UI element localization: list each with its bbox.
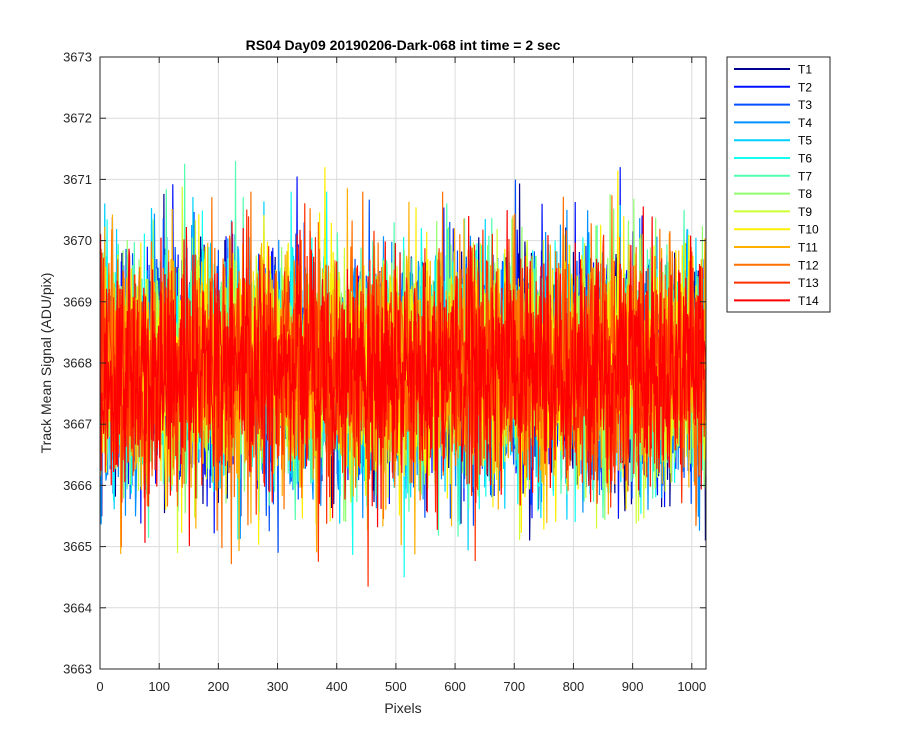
- legend-box: [726, 56, 831, 313]
- y-tick-label: 3670: [63, 233, 92, 248]
- legend-label: T13: [798, 276, 819, 290]
- x-tick-label: 400: [326, 679, 348, 694]
- legend-item-t14: T14: [734, 294, 819, 308]
- legend-label: T12: [798, 258, 819, 272]
- legend-label: T9: [798, 205, 812, 219]
- chart-title: RS04 Day09 20190206-Dark-068 int time = …: [246, 37, 561, 53]
- legend-item-t4: T4: [734, 116, 812, 130]
- y-tick-label: 3667: [63, 417, 92, 432]
- y-tick-label: 3665: [63, 539, 92, 554]
- legend-item-t10: T10: [734, 223, 819, 237]
- legend-label: T3: [798, 98, 812, 112]
- x-tick-label: 100: [148, 679, 170, 694]
- y-tick-label: 3673: [63, 50, 92, 65]
- y-tick-label: 3666: [63, 478, 92, 493]
- x-axis-label: Pixels: [384, 700, 421, 716]
- x-tick-label: 800: [563, 679, 585, 694]
- legend-label: T14: [798, 294, 819, 308]
- legend-entries: T1 T2 T3 T4 T5 T6 T7 T8 T9 T10 T11 T12 T13 T14: [734, 63, 819, 308]
- x-tick-label: 200: [208, 679, 230, 694]
- legend-label: T2: [798, 80, 812, 94]
- legend-label: T7: [798, 169, 812, 183]
- x-tick-label: 600: [444, 679, 466, 694]
- x-tick-label: 700: [503, 679, 525, 694]
- x-tick-label: 500: [385, 679, 407, 694]
- legend-label: T6: [798, 152, 812, 166]
- legend-item-t13: T13: [734, 276, 819, 290]
- legend-item-t9: T9: [734, 205, 812, 219]
- y-tick-label: 3669: [63, 294, 92, 309]
- y-tick-label: 3671: [63, 172, 92, 187]
- legend-label: T4: [798, 116, 812, 130]
- y-tick-label: 3668: [63, 356, 92, 371]
- legend-item-t5: T5: [734, 134, 812, 148]
- legend-label: T11: [798, 241, 818, 255]
- x-tick-label: 900: [622, 679, 644, 694]
- series-lines: [99, 161, 707, 587]
- series-line-t13: [99, 203, 707, 587]
- legend-item-t1: T1: [734, 63, 812, 77]
- y-axis-ticks: 3663 3664 3665 3666 3667 3668 3669 3670 3671 3672…: [63, 50, 706, 677]
- x-tick-label: 0: [96, 679, 103, 694]
- legend-label: T1: [798, 63, 812, 77]
- legend-label: T10: [798, 223, 819, 237]
- legend-label: T5: [798, 134, 812, 148]
- x-tick-label: 300: [267, 679, 289, 694]
- x-axis-ticks: 0 100 200 300 400 500 600 700 800 900 1000: [96, 57, 706, 694]
- legend-item-t11: T11: [734, 241, 818, 255]
- legend-item-t6: T6: [734, 152, 812, 166]
- y-axis-label: Track Mean Signal (ADU/pix): [38, 273, 54, 454]
- y-tick-label: 3672: [63, 111, 92, 126]
- legend: T1 T2 T3 T4 T5 T6 T7 T8 T9 T10 T11 T12 T13 T14: [726, 56, 831, 313]
- y-tick-label: 3663: [63, 662, 92, 677]
- legend-item-t7: T7: [734, 169, 812, 183]
- legend-item-t12: T12: [734, 258, 819, 272]
- x-tick-label: 1000: [677, 679, 706, 694]
- legend-item-t2: T2: [734, 80, 812, 94]
- legend-label: T8: [798, 187, 812, 201]
- series-line-t14: [99, 206, 707, 546]
- legend-item-t8: T8: [734, 187, 812, 201]
- legend-item-t3: T3: [734, 98, 812, 112]
- y-tick-label: 3664: [63, 600, 92, 615]
